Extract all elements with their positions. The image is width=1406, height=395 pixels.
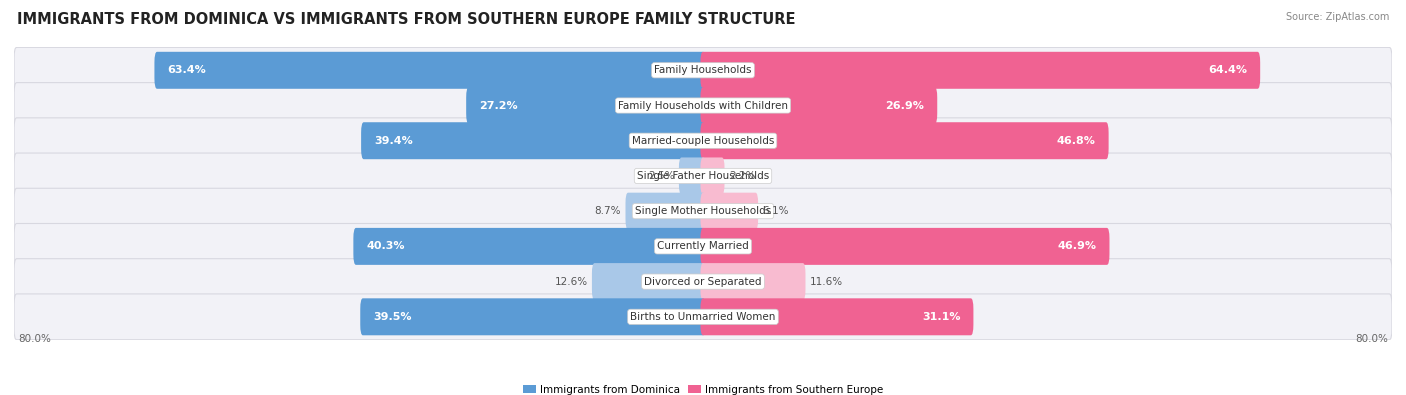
FancyBboxPatch shape bbox=[700, 228, 1109, 265]
FancyBboxPatch shape bbox=[14, 83, 1392, 128]
Text: 8.7%: 8.7% bbox=[595, 206, 621, 216]
FancyBboxPatch shape bbox=[700, 193, 758, 229]
Text: 2.5%: 2.5% bbox=[648, 171, 675, 181]
FancyBboxPatch shape bbox=[14, 153, 1392, 199]
Text: 12.6%: 12.6% bbox=[554, 276, 588, 287]
Text: Currently Married: Currently Married bbox=[657, 241, 749, 251]
FancyBboxPatch shape bbox=[155, 52, 706, 89]
Text: 39.4%: 39.4% bbox=[374, 136, 413, 146]
FancyBboxPatch shape bbox=[700, 52, 1260, 89]
FancyBboxPatch shape bbox=[361, 122, 706, 159]
FancyBboxPatch shape bbox=[626, 193, 706, 229]
Legend: Immigrants from Dominica, Immigrants from Southern Europe: Immigrants from Dominica, Immigrants fro… bbox=[519, 380, 887, 395]
Text: 64.4%: 64.4% bbox=[1208, 65, 1247, 75]
Text: 63.4%: 63.4% bbox=[167, 65, 207, 75]
FancyBboxPatch shape bbox=[14, 294, 1392, 340]
FancyBboxPatch shape bbox=[14, 47, 1392, 93]
Text: Family Households with Children: Family Households with Children bbox=[619, 100, 787, 111]
Text: 11.6%: 11.6% bbox=[810, 276, 844, 287]
FancyBboxPatch shape bbox=[14, 259, 1392, 305]
FancyBboxPatch shape bbox=[700, 298, 973, 335]
FancyBboxPatch shape bbox=[700, 87, 938, 124]
Text: 39.5%: 39.5% bbox=[373, 312, 412, 322]
FancyBboxPatch shape bbox=[467, 87, 706, 124]
Text: Divorced or Separated: Divorced or Separated bbox=[644, 276, 762, 287]
Text: 6.1%: 6.1% bbox=[762, 206, 789, 216]
Text: 46.9%: 46.9% bbox=[1057, 241, 1097, 251]
Text: Source: ZipAtlas.com: Source: ZipAtlas.com bbox=[1285, 12, 1389, 22]
Text: IMMIGRANTS FROM DOMINICA VS IMMIGRANTS FROM SOUTHERN EUROPE FAMILY STRUCTURE: IMMIGRANTS FROM DOMINICA VS IMMIGRANTS F… bbox=[17, 12, 796, 27]
FancyBboxPatch shape bbox=[700, 122, 1108, 159]
Text: Married-couple Households: Married-couple Households bbox=[631, 136, 775, 146]
Text: 26.9%: 26.9% bbox=[886, 100, 924, 111]
Text: 80.0%: 80.0% bbox=[18, 334, 51, 344]
Text: 27.2%: 27.2% bbox=[479, 100, 517, 111]
FancyBboxPatch shape bbox=[679, 158, 706, 194]
FancyBboxPatch shape bbox=[360, 298, 706, 335]
Text: 80.0%: 80.0% bbox=[1355, 334, 1388, 344]
Text: 31.1%: 31.1% bbox=[922, 312, 960, 322]
Text: Single Mother Households: Single Mother Households bbox=[636, 206, 770, 216]
FancyBboxPatch shape bbox=[14, 188, 1392, 234]
Text: Family Households: Family Households bbox=[654, 65, 752, 75]
FancyBboxPatch shape bbox=[700, 263, 806, 300]
Text: 46.8%: 46.8% bbox=[1057, 136, 1095, 146]
FancyBboxPatch shape bbox=[592, 263, 706, 300]
FancyBboxPatch shape bbox=[353, 228, 706, 265]
FancyBboxPatch shape bbox=[14, 118, 1392, 164]
Text: 40.3%: 40.3% bbox=[367, 241, 405, 251]
Text: Births to Unmarried Women: Births to Unmarried Women bbox=[630, 312, 776, 322]
Text: 2.2%: 2.2% bbox=[728, 171, 755, 181]
FancyBboxPatch shape bbox=[700, 158, 724, 194]
FancyBboxPatch shape bbox=[14, 224, 1392, 269]
Text: Single Father Households: Single Father Households bbox=[637, 171, 769, 181]
